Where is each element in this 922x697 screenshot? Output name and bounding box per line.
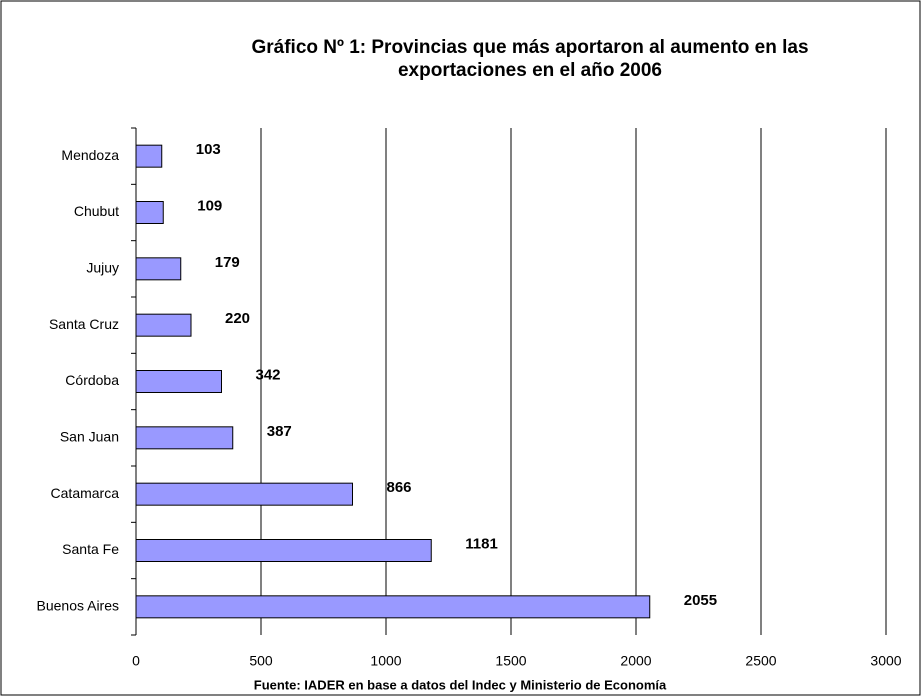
y-tick-label: Córdoba xyxy=(65,372,119,388)
x-tick-label: 1000 xyxy=(370,653,401,669)
data-label: 387 xyxy=(267,423,292,440)
x-tick-label: 0 xyxy=(132,653,140,669)
source-note: Fuente: IADER en base a datos del Indec … xyxy=(254,677,667,692)
data-label: 103 xyxy=(196,141,221,158)
y-tick-label: Santa Fe xyxy=(62,541,119,557)
x-tick-label: 2500 xyxy=(745,653,776,669)
x-tick-label: 3000 xyxy=(870,653,901,669)
x-tick-label: 2000 xyxy=(620,653,651,669)
y-tick-label: Jujuy xyxy=(86,260,119,276)
data-label: 2055 xyxy=(684,592,717,609)
bar xyxy=(135,313,192,337)
bar xyxy=(135,539,432,562)
bar xyxy=(135,257,182,281)
y-tick-label: Mendoza xyxy=(61,147,119,163)
y-tick-label: Catamarca xyxy=(51,485,120,501)
y-tick-label: Buenos Aires xyxy=(37,598,120,614)
x-tick-label: 1500 xyxy=(495,653,526,669)
chart-title: Gráfico Nº 1: Provincias que más aportar… xyxy=(251,37,809,81)
bar xyxy=(135,595,651,619)
y-tick-label: Santa Cruz xyxy=(49,316,119,332)
bar xyxy=(135,426,234,450)
bar xyxy=(135,201,164,224)
data-label: 179 xyxy=(215,254,240,271)
x-tick-label: 500 xyxy=(249,653,273,669)
data-label: 866 xyxy=(387,479,412,496)
data-label: 342 xyxy=(256,366,281,383)
y-tick-label: Chubut xyxy=(74,203,119,219)
data-label: 1181 xyxy=(465,535,498,552)
data-label: 109 xyxy=(197,197,222,214)
bar xyxy=(135,482,353,506)
bar xyxy=(135,370,222,393)
bar xyxy=(135,144,163,168)
y-tick-label: San Juan xyxy=(60,429,119,445)
data-label: 220 xyxy=(225,310,250,327)
